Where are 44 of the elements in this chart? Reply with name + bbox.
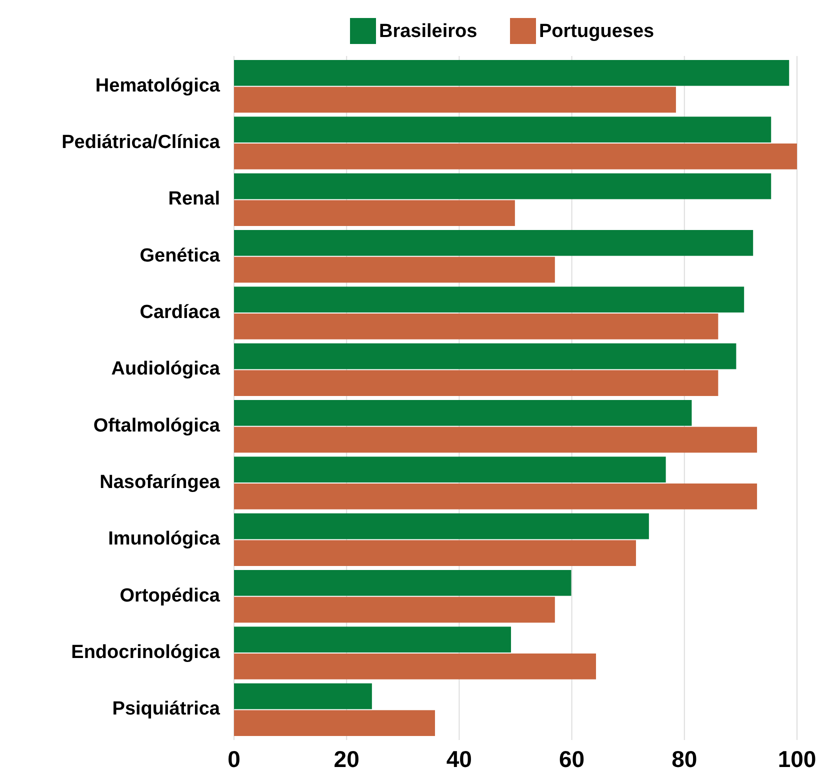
bar [234, 343, 736, 370]
bar [234, 540, 636, 566]
y-tick-label: Psiquiátrica [112, 698, 220, 720]
y-tick-label: Imunológica [108, 528, 220, 550]
bar [234, 314, 718, 340]
bar [234, 683, 372, 710]
x-tick-label: 0 [228, 746, 240, 772]
x-tick-label: 60 [559, 746, 585, 772]
legend-label: Brasileiros [379, 21, 478, 42]
x-tick-label: 40 [446, 746, 472, 772]
bar [234, 286, 744, 312]
bar [234, 710, 435, 736]
y-tick-label: Nasofaríngea [100, 472, 220, 494]
bar [234, 116, 772, 142]
bar [234, 400, 692, 426]
bar [234, 626, 511, 652]
y-tick-label: Pediátrica/Clínica [62, 132, 220, 154]
bar [234, 173, 772, 200]
legend-label: Portugueses [539, 21, 654, 42]
bar [234, 513, 649, 540]
x-tick-label: 100 [778, 746, 816, 772]
y-tick-label: Ortopédica [120, 585, 220, 606]
bar [234, 456, 666, 482]
bar [234, 484, 758, 510]
bar [234, 654, 596, 680]
x-tick-label: 20 [334, 746, 360, 772]
y-tick-label: Oftalmológica [93, 415, 220, 436]
bar [234, 144, 797, 170]
y-tick-label: Genética [140, 245, 220, 266]
bar [234, 230, 754, 256]
bar [234, 426, 758, 453]
x-tick-label: 80 [672, 746, 698, 772]
y-tick-label: Endocrinológica [71, 642, 220, 664]
y-tick-label: Hematológica [95, 75, 220, 96]
bar [234, 86, 676, 113]
bar [234, 370, 718, 396]
y-tick-label: Cardíaca [140, 302, 220, 324]
bar [234, 200, 515, 226]
bar [234, 256, 555, 283]
y-tick-label: Renal [168, 188, 220, 210]
bar [234, 596, 555, 623]
bar [234, 60, 790, 86]
y-tick-label: Audiológica [111, 358, 220, 380]
bar [234, 570, 572, 596]
